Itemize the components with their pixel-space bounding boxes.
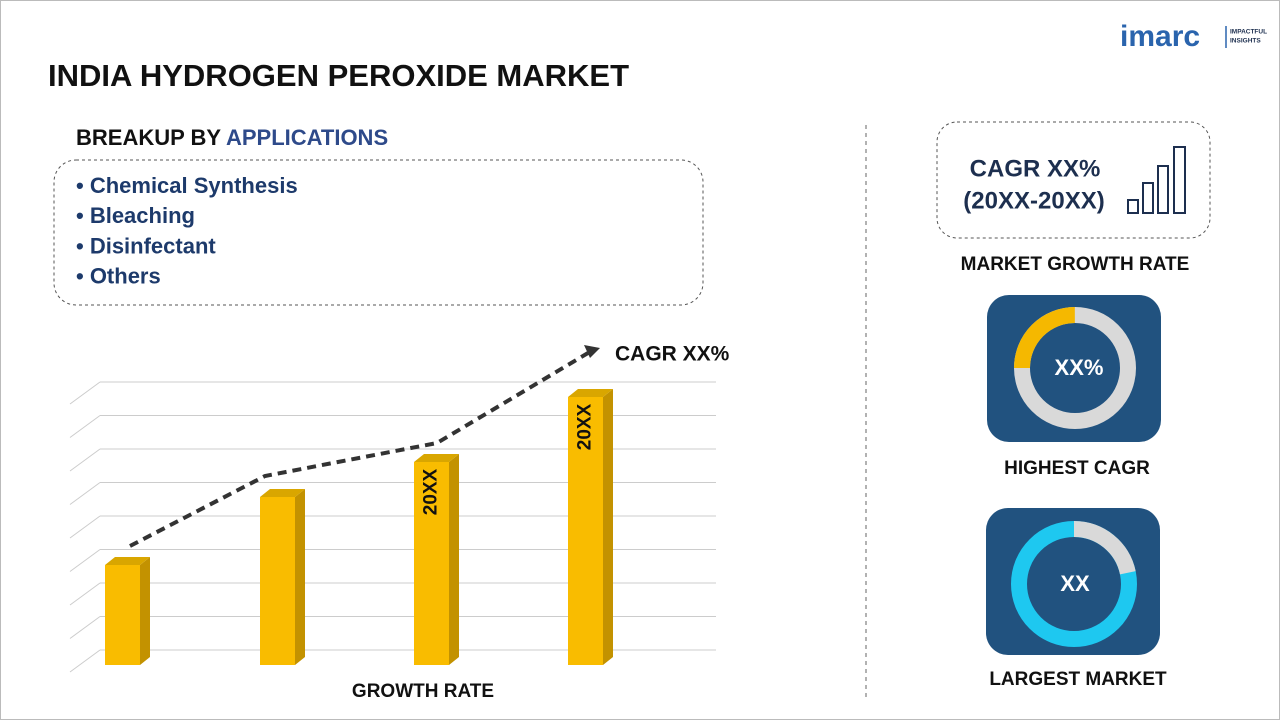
bars: 20XX 20XX (105, 389, 613, 665)
breakup-box (53, 159, 704, 306)
breakup-item: • Bleaching (76, 203, 195, 228)
largest-value: XX (1060, 571, 1090, 596)
bar-label: 20XX (421, 468, 442, 515)
floor-line (69, 482, 101, 505)
logo-tagline: IMPACTFUL (1230, 29, 1267, 36)
floor-line (69, 448, 101, 472)
bar-side (603, 389, 613, 665)
bar (260, 497, 295, 665)
bar-side (295, 489, 305, 665)
caption: HIGHEST CAGR (1004, 458, 1150, 479)
breakup-heading: BREAKUP BY APPLICATIONS (76, 125, 388, 150)
floor-line (69, 515, 101, 539)
bar-side (449, 454, 459, 665)
donut-arc (1014, 307, 1136, 429)
trend-arrow (129, 351, 590, 548)
cagr-box (936, 121, 1211, 239)
floor-line (69, 616, 101, 639)
breakup-list: • Chemical Synthesis • Bleaching • Disinfe… (76, 173, 298, 289)
breakup-item: • Others (76, 264, 161, 289)
heading-prefix: BREAKUP BY (76, 125, 221, 150)
bar (105, 565, 140, 665)
caption: MARKET GROWTH RATE (961, 254, 1190, 275)
bar-top (414, 454, 459, 462)
cagr-line: (20XX-20XX) (963, 187, 1104, 214)
highest-value: XX% (1055, 355, 1104, 380)
x-label: GROWTH RATE (352, 681, 494, 702)
logo-tagline: INSIGHTS (1230, 38, 1261, 45)
cagr-line: CAGR XX% (970, 155, 1101, 182)
floor-line (69, 381, 101, 405)
breakup-item: • Chemical Synthesis (76, 173, 298, 198)
growth-icon (1127, 146, 1186, 214)
arrow-head (584, 345, 600, 358)
caption: LARGEST MARKET (989, 669, 1167, 690)
chart-floor (69, 381, 716, 673)
page-title: INDIA HYDROGEN PEROXIDE MARKET (48, 58, 629, 93)
bar-top (105, 557, 150, 565)
bar-top (568, 389, 613, 397)
floor-line (69, 415, 101, 438)
bar (414, 462, 449, 665)
breakup-item: • Disinfectant (76, 233, 216, 258)
logo-name: imarc (1120, 20, 1200, 53)
heading-highlight: APPLICATIONS (226, 125, 388, 150)
floor-line (69, 582, 101, 606)
bar-label: 20XX (575, 403, 596, 450)
donut-arc (1011, 521, 1137, 647)
bar (568, 397, 603, 665)
floor-line (69, 549, 101, 572)
floor-line (69, 649, 101, 673)
bar-top (260, 489, 305, 497)
cagr-label: CAGR XX% (615, 343, 730, 366)
bar-side (140, 557, 150, 665)
